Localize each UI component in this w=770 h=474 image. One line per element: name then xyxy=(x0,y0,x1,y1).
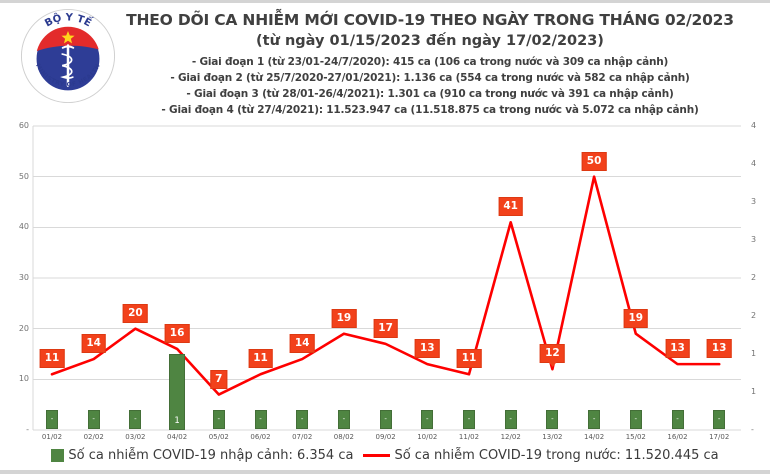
window-bottom-edge xyxy=(0,470,770,474)
domestic-cases-line xyxy=(50,175,721,396)
chart-subtitle: (từ ngày 01/15/2023 đến ngày 17/02/2023) xyxy=(256,33,604,49)
phase-1-line: - Giai đoạn 1 (từ 23/01-24/7/2020): 415 … xyxy=(191,56,669,68)
right-axis-tick-label: 1 xyxy=(751,349,757,358)
line-data-label: 14 xyxy=(289,334,315,354)
x-axis-date-label: 05/02 xyxy=(208,433,229,441)
x-axis-date-label: 06/02 xyxy=(250,433,271,441)
x-axis-date-label: 12/02 xyxy=(500,433,521,441)
imported-cases-zero-chip: - xyxy=(87,410,100,429)
imported-cases-zero-chip: - xyxy=(421,410,434,429)
x-axis-date-label: 13/02 xyxy=(542,433,563,441)
legend-item-imported: Số ca nhiễm COVID-19 nhập cảnh: 6.354 ca xyxy=(51,448,353,463)
imported-cases-zero-chip: - xyxy=(129,410,142,429)
imported-cases-zero-chip: - xyxy=(629,410,642,429)
x-axis-date-label: 14/02 xyxy=(584,433,605,441)
imported-cases-zero-chip: - xyxy=(337,410,350,429)
x-axis-date-label: 01/02 xyxy=(41,433,63,441)
line-data-label: 11 xyxy=(456,349,482,369)
imported-cases-zero-chip: - xyxy=(212,410,225,429)
right-axis-tick-label: 2 xyxy=(751,311,757,320)
imported-cases-zero-chip: - xyxy=(504,410,517,429)
x-axis-date-label: 04/02 xyxy=(167,433,188,441)
phase-2-line: - Giai đoạn 2 (từ 25/7/2020-27/01/2021):… xyxy=(170,72,690,84)
x-axis-date-label: 03/02 xyxy=(125,433,146,441)
line-data-label: 41 xyxy=(498,197,523,217)
left-axis-tick-label: 60 xyxy=(18,121,29,130)
line-data-label: 16 xyxy=(164,323,190,343)
x-axis-date-label: 08/02 xyxy=(333,433,354,441)
right-axis-tick-label: 1 xyxy=(751,387,757,396)
legend-imported-label: Số ca nhiễm COVID-19 nhập cảnh: 6.354 ca xyxy=(68,448,354,463)
legend-item-domestic: Số ca nhiễm COVID-19 trong nước: 11.520.… xyxy=(363,448,719,463)
right-axis-tick-label: 2 xyxy=(751,273,757,282)
line-data-label: 14 xyxy=(81,334,106,354)
imported-cases-zero-chip: - xyxy=(546,410,559,429)
line-data-label: 50 xyxy=(581,151,607,171)
x-axis-date-label: 15/02 xyxy=(625,433,646,441)
line-data-label: 19 xyxy=(623,308,649,328)
phase-3-line: - Giai đoạn 3 (từ 28/01-26/4/2021): 1.30… xyxy=(186,88,674,100)
line-data-label: 12 xyxy=(540,344,565,368)
left-axis-tick-label: 30 xyxy=(18,273,29,282)
bar-data-label: 1 xyxy=(174,416,180,426)
right-axis-tick-label: 4 xyxy=(751,159,757,168)
chart-header: THEO DÕI CA NHIỄM MỚI COVID-19 THEO NGÀY… xyxy=(110,10,750,118)
imported-cases-zero-chip: - xyxy=(713,410,726,429)
chart-legend: Số ca nhiễm COVID-19 nhập cảnh: 6.354 ca… xyxy=(0,448,770,463)
x-axis-date-label: 17/02 xyxy=(709,433,730,441)
red-line-legend-marker-icon xyxy=(363,454,391,457)
logo-rod-of-asclepius-icon xyxy=(60,44,75,88)
imported-cases-zero-chip: - xyxy=(379,410,392,429)
right-axis-tick-label: 4 xyxy=(751,121,757,130)
legend-domestic-label: Số ca nhiễm COVID-19 trong nước: 11.520.… xyxy=(394,448,719,463)
line-data-label: 13 xyxy=(706,339,732,359)
imported-cases-zero-chip: - xyxy=(46,410,58,429)
svg-text:BỘ Y TẾ: BỘ Y TẾ xyxy=(43,11,95,29)
ministry-of-health-logo: BỘ Y TẾ MINISTRY OF HEALTH xyxy=(20,8,116,104)
left-axis-tick-label: 50 xyxy=(18,171,29,181)
right-axis-tick-label: - xyxy=(751,425,754,434)
left-axis-tick-label: 20 xyxy=(18,323,29,333)
right-axis-tick-label: 3 xyxy=(751,197,757,206)
phase-summary-block: - Giai đoạn 1 (từ 23/01-24/7/2020): 415 … xyxy=(110,54,750,118)
imported-cases-zero-chip: - xyxy=(463,410,475,429)
left-axis-tick-label: 10 xyxy=(18,374,29,384)
phase-4-line: - Giai đoạn 4 (từ 27/4/2021): 11.523.947… xyxy=(161,104,699,116)
right-axis-tick-label: 3 xyxy=(751,235,757,244)
line-data-label: 11 xyxy=(248,349,273,369)
imported-cases-zero-chip: - xyxy=(588,410,601,429)
line-data-label: 17 xyxy=(373,318,398,338)
line-data-label: 11 xyxy=(39,349,65,369)
chart-title: THEO DÕI CA NHIỄM MỚI COVID-19 THEO NGÀY… xyxy=(126,11,734,29)
imported-cases-bar: 1 xyxy=(169,354,186,430)
left-axis-tick-label: 40 xyxy=(18,222,29,232)
line-data-label: 20 xyxy=(123,303,148,323)
imported-cases-zero-chip: - xyxy=(296,410,309,429)
label-callout-pointer xyxy=(548,362,557,368)
x-axis-date-label: 10/02 xyxy=(417,433,438,441)
logo-star-icon xyxy=(61,31,75,44)
imported-cases-zero-chip: - xyxy=(671,410,684,429)
x-axis-date-label: 02/02 xyxy=(83,433,104,441)
line-data-label: 13 xyxy=(414,339,440,359)
line-data-label: 7 xyxy=(210,369,228,389)
x-axis-date-label: 16/02 xyxy=(667,433,688,441)
left-axis-tick-label: - xyxy=(26,425,29,434)
x-axis-date-label: 09/02 xyxy=(375,433,396,441)
logo-top-text: BỘ Y TẾ xyxy=(43,11,95,29)
green-bar-legend-swatch-icon xyxy=(51,449,65,462)
line-data-label: 13 xyxy=(665,339,690,359)
window-top-edge xyxy=(0,0,770,3)
line-data-label: 19 xyxy=(331,308,357,328)
x-axis-date-label: 11/02 xyxy=(458,433,480,441)
imported-cases-zero-chip: - xyxy=(254,410,267,429)
x-axis-date-label: 07/02 xyxy=(292,433,313,441)
